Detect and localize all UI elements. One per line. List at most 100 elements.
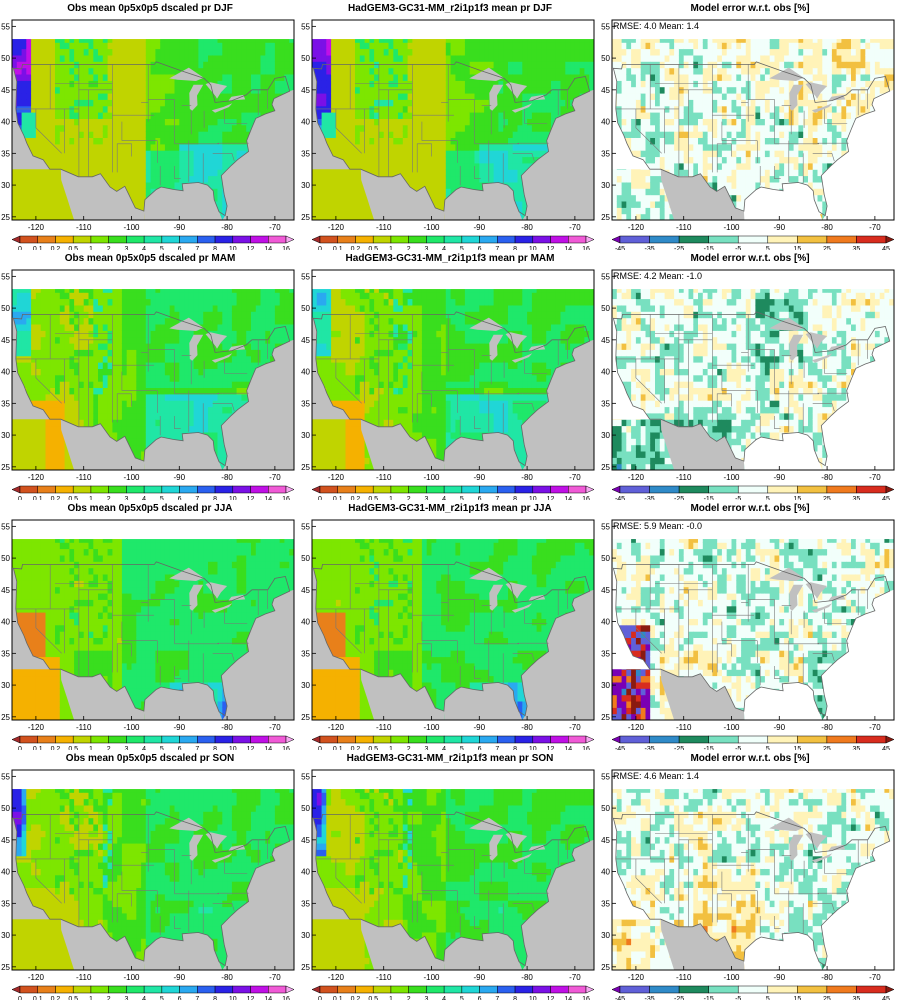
colorbar-tick-label: 16 <box>582 496 590 500</box>
colorbar-tick-label: 35 <box>853 496 861 500</box>
map-field <box>612 20 894 220</box>
colorbar-tick-label: -5 <box>735 496 741 500</box>
colorbar-tick-label: 10 <box>529 496 537 500</box>
lon-tick-label: -70 <box>569 973 581 982</box>
colorbar-tick-label: 1 <box>89 246 93 250</box>
colorbar-tick-label: 8 <box>513 996 517 1000</box>
colorbar-tick-label: 4 <box>142 496 146 500</box>
lat-tick-label: 50 <box>1 554 10 563</box>
colorbar: -45 -35 -25 -15 -5 5 15 25 35 45 <box>611 485 895 500</box>
lat-tick-label: 40 <box>301 618 310 627</box>
colorbar-tick-label: -35 <box>644 746 654 750</box>
colorbar-tick-label: 25 <box>823 496 831 500</box>
colorbar-tick-label: 10 <box>529 996 537 1000</box>
colorbar-tick-label: 1 <box>89 496 93 500</box>
lat-tick-label: 55 <box>601 772 610 781</box>
colorbar-tick-label: -45 <box>615 996 625 1000</box>
lat-tick-label: 30 <box>1 931 10 940</box>
lat-tick-label: 25 <box>301 213 310 222</box>
colorbar-tick-label: 0.5 <box>68 996 78 1000</box>
colorbar-tick-label: 0.2 <box>351 496 361 500</box>
lat-tick-label: 40 <box>601 118 610 127</box>
colorbar-tick-label: -45 <box>615 746 625 750</box>
panel-title: Model error w.r.t. obs [%] <box>600 753 900 764</box>
lat-tick-label: 30 <box>601 931 610 940</box>
lat-tick-label: 50 <box>301 54 310 63</box>
colorbar-tick-label: -45 <box>615 496 625 500</box>
colorbar-tick-label: 14 <box>564 996 572 1000</box>
lat-tick-label: 40 <box>301 368 310 377</box>
lon-tick-label: -90 <box>474 223 486 232</box>
colorbar-tick-label: 14 <box>264 246 272 250</box>
colorbar: 0 0.1 0.2 0.5 1 2 3 4 5 6 7 8 10 12 14 16 <box>311 985 595 1000</box>
lat-tick-label: 45 <box>601 86 610 95</box>
colorbar-tick-label: 6 <box>478 746 482 750</box>
colorbar-tick-label: 5 <box>160 996 164 1000</box>
colorbar-tick-label: 8 <box>213 246 217 250</box>
lat-tick-label: 50 <box>1 804 10 813</box>
colorbar-tick-label: 0.2 <box>51 746 61 750</box>
colorbar: -45 -35 -25 -15 -5 5 15 25 35 45 <box>611 735 895 750</box>
lat-tick-label: 55 <box>301 22 310 31</box>
lat-tick-label: 40 <box>1 118 10 127</box>
lon-tick-label: -120 <box>328 973 345 982</box>
colorbar-tick-label: 5 <box>460 246 464 250</box>
lat-tick-label: 35 <box>601 399 610 408</box>
lat-tick-label: 35 <box>301 649 310 658</box>
lat-tick-label: 55 <box>601 522 610 531</box>
colorbar-tick-label: 7 <box>195 496 199 500</box>
lon-tick-label: -70 <box>569 723 581 732</box>
lon-tick-label: -80 <box>821 723 833 732</box>
colorbar-tick-label: -35 <box>644 246 654 250</box>
colorbar-tick-label: 6 <box>178 496 182 500</box>
lon-tick-label: -90 <box>774 723 786 732</box>
lon-tick-label: -110 <box>376 223 392 232</box>
map-field <box>612 520 894 720</box>
lon-tick-label: -120 <box>628 223 645 232</box>
lon-tick-label: -90 <box>774 473 786 482</box>
colorbar: 0 0.1 0.2 0.5 1 2 3 4 5 6 7 8 10 12 14 16 <box>11 735 295 750</box>
colorbar-tick-label: 7 <box>495 246 499 250</box>
colorbar-tick-label: 5 <box>766 246 770 250</box>
colorbar-tick-label: 2 <box>107 246 111 250</box>
lat-tick-label: 35 <box>601 899 610 908</box>
lat-tick-label: 55 <box>1 522 10 531</box>
colorbar-tick-label: 6 <box>478 496 482 500</box>
colorbar-tick-label: 7 <box>195 246 199 250</box>
lon-tick-label: -120 <box>28 973 45 982</box>
lon-tick-label: -120 <box>328 723 345 732</box>
lat-tick-label: 50 <box>601 554 610 563</box>
colorbar-tick-label: -15 <box>704 246 714 250</box>
colorbar-tick-label: -25 <box>674 246 684 250</box>
lon-tick-label: -110 <box>376 473 392 482</box>
lon-tick-label: -90 <box>474 723 486 732</box>
lon-tick-label: -110 <box>376 723 392 732</box>
lat-tick-label: 40 <box>1 868 10 877</box>
colorbar-tick-label: 5 <box>766 746 770 750</box>
lat-tick-label: 45 <box>1 336 10 345</box>
colorbar-tick-label: 7 <box>495 746 499 750</box>
lon-tick-label: -100 <box>123 223 140 232</box>
lat-tick-label: 30 <box>301 431 310 440</box>
lon-tick-label: -70 <box>569 223 581 232</box>
lat-tick-label: 30 <box>601 681 610 690</box>
map-panel: Obs mean 0p5x0p5 dscaled pr SON 55 50 45 40 3… <box>0 750 300 1000</box>
colorbar-tick-label: 45 <box>882 246 890 250</box>
colorbar-tick-label: 6 <box>478 246 482 250</box>
map-field <box>312 770 594 970</box>
colorbar-tick-label: 0.5 <box>368 246 378 250</box>
colorbar-tick-label: 0.1 <box>33 996 43 1000</box>
lon-tick-label: -110 <box>376 973 392 982</box>
colorbar-tick-label: 10 <box>229 496 237 500</box>
map-field <box>312 270 594 470</box>
colorbar-tick-label: 3 <box>124 246 128 250</box>
colorbar-tick-label: 1 <box>389 246 393 250</box>
colorbar-tick-label: 16 <box>282 746 290 750</box>
map-panel: HadGEM3-GC31-MM_r2i1p1f3 mean pr SON 55 50… <box>300 750 600 1000</box>
lon-tick-label: -120 <box>328 473 345 482</box>
lon-tick-label: -80 <box>221 223 233 232</box>
map-svg: 55 50 45 40 35 30 25 -120 -110 -100 -90 -80 -70 RMSE:… <box>601 19 895 250</box>
